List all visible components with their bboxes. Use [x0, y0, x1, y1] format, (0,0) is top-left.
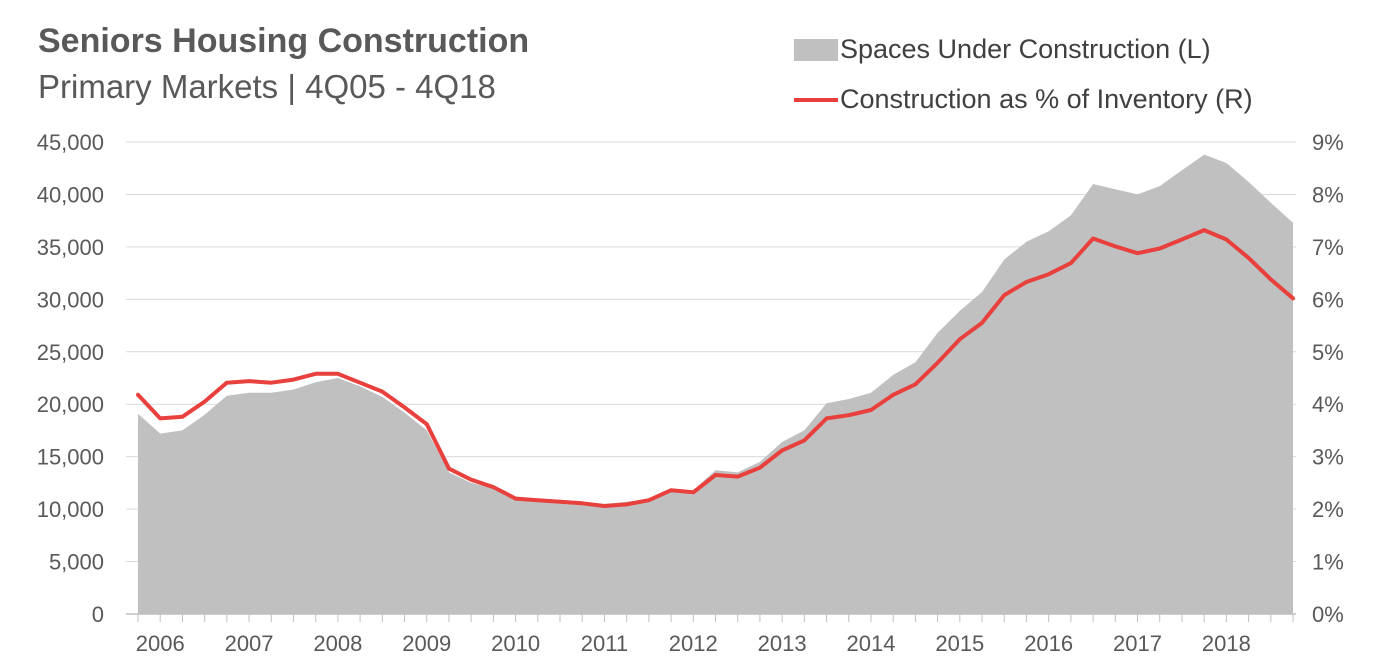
legend-item-line: Construction as % of Inventory (R) [794, 84, 1253, 115]
x-tick-label: 2016 [1024, 631, 1073, 656]
legend-label-line: Construction as % of Inventory (R) [840, 84, 1253, 114]
x-tick-label: 2017 [1113, 631, 1162, 656]
x-tick-label: 2018 [1202, 631, 1251, 656]
x-tick-label: 2009 [402, 631, 451, 656]
x-tick-label: 2010 [491, 631, 540, 656]
y-left-tick-label: 40,000 [37, 182, 104, 207]
y-left-tick-label: 15,000 [37, 445, 104, 470]
area-series-layer [138, 154, 1293, 614]
legend-label-area: Spaces Under Construction (L) [840, 34, 1211, 64]
y-left-tick-label: 35,000 [37, 235, 104, 260]
x-tick-label: 2015 [935, 631, 984, 656]
y-left-tick-label: 20,000 [37, 392, 104, 417]
y-right-tick-label: 3% [1312, 445, 1344, 470]
y-right-tick-label: 6% [1312, 287, 1344, 312]
legend-item-area: Spaces Under Construction (L) [794, 34, 1211, 65]
y-left-tick-label: 10,000 [37, 497, 104, 522]
y-left-tick-label: 25,000 [37, 340, 104, 365]
y-right-tick-label: 0% [1312, 602, 1344, 627]
y-left-tick-label: 5,000 [49, 550, 104, 575]
y-left-tick-label: 0 [92, 602, 104, 627]
line-construction-pct-inventory [136, 228, 1295, 508]
x-tick-label: 2008 [313, 631, 362, 656]
y-right-tick-label: 9% [1312, 130, 1344, 155]
y-right-tick-label: 5% [1312, 340, 1344, 365]
line-series-layer [136, 228, 1295, 508]
chart-subtitle: Primary Markets | 4Q05 - 4Q18 [38, 68, 496, 105]
y-right-tick-label: 4% [1312, 392, 1344, 417]
y-right-tick-label: 7% [1312, 235, 1344, 260]
y-right-tick-label: 1% [1312, 550, 1344, 575]
chart-title: Seniors Housing Construction [38, 22, 530, 60]
legend-swatch-line [794, 97, 838, 102]
x-tick-label: 2006 [136, 631, 185, 656]
y-left-tick-label: 30,000 [37, 287, 104, 312]
y-right-tick-label: 2% [1312, 497, 1344, 522]
x-tick-label: 2007 [225, 631, 274, 656]
x-tick-label: 2011 [581, 631, 628, 656]
x-tick-label: 2013 [758, 631, 807, 656]
y-left-tick-label: 45,000 [37, 130, 104, 155]
y-right-tick-label: 8% [1312, 182, 1344, 207]
x-tick-label: 2014 [847, 631, 896, 656]
legend-swatch-area [794, 38, 838, 61]
axes: 0 0% 5,000 1% 10,000 2% 15,000 3% 20,000 4% 25,000… [37, 130, 1344, 656]
area-spaces-under-construction [138, 154, 1293, 614]
x-tick-label: 2012 [669, 631, 718, 656]
